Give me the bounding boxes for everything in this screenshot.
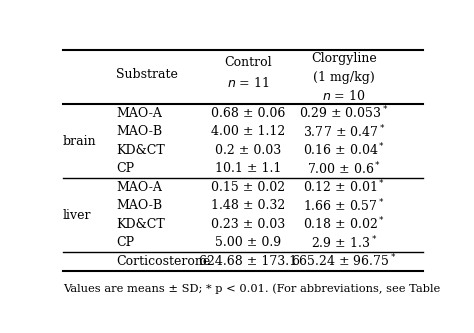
Text: 3.77 ± 0.47$^*$: 3.77 ± 0.47$^*$ bbox=[303, 124, 385, 140]
Text: MAO-B: MAO-B bbox=[116, 125, 162, 138]
Text: 4.00 ± 1.12: 4.00 ± 1.12 bbox=[211, 125, 285, 138]
Text: 624.68 ± 173.1: 624.68 ± 173.1 bbox=[200, 255, 298, 268]
Text: 0.68 ± 0.06: 0.68 ± 0.06 bbox=[211, 107, 286, 120]
Text: 1.48 ± 0.32: 1.48 ± 0.32 bbox=[211, 199, 285, 212]
Text: Values are means ± SD; * p < 0.01. (For abbreviations, see Table: Values are means ± SD; * p < 0.01. (For … bbox=[63, 283, 440, 294]
Text: 665.24 ± 96.75$^*$: 665.24 ± 96.75$^*$ bbox=[292, 253, 397, 270]
Text: Substrate: Substrate bbox=[116, 68, 178, 81]
Text: KD&CT: KD&CT bbox=[116, 144, 165, 157]
Text: 10.1 ± 1.1: 10.1 ± 1.1 bbox=[215, 163, 282, 175]
Text: Corticosterone: Corticosterone bbox=[116, 255, 210, 268]
Text: 2.9 ± 1.3$^*$: 2.9 ± 1.3$^*$ bbox=[311, 235, 377, 251]
Text: MAO-A: MAO-A bbox=[116, 107, 162, 120]
Text: CP: CP bbox=[116, 163, 134, 175]
Text: 0.15 ± 0.02: 0.15 ± 0.02 bbox=[211, 181, 285, 194]
Text: $n$ = 11: $n$ = 11 bbox=[227, 76, 270, 90]
Text: 0.2 ± 0.03: 0.2 ± 0.03 bbox=[215, 144, 282, 157]
Text: 5.00 ± 0.9: 5.00 ± 0.9 bbox=[215, 236, 282, 249]
Text: 0.18 ± 0.02$^*$: 0.18 ± 0.02$^*$ bbox=[303, 216, 385, 233]
Text: $n$ = 10: $n$ = 10 bbox=[322, 89, 365, 103]
Text: Control: Control bbox=[225, 56, 272, 69]
Text: Clorgyline: Clorgyline bbox=[311, 52, 377, 65]
Text: 1.66 ± 0.57$^*$: 1.66 ± 0.57$^*$ bbox=[303, 197, 385, 214]
Text: CP: CP bbox=[116, 236, 134, 249]
Text: 0.29 ± 0.053$^*$: 0.29 ± 0.053$^*$ bbox=[299, 105, 389, 122]
Text: MAO-A: MAO-A bbox=[116, 181, 162, 194]
Text: 0.23 ± 0.03: 0.23 ± 0.03 bbox=[211, 218, 285, 231]
Text: liver: liver bbox=[63, 209, 91, 222]
Text: 7.00 ± 0.6$^*$: 7.00 ± 0.6$^*$ bbox=[307, 161, 381, 177]
Text: brain: brain bbox=[63, 135, 97, 148]
Text: MAO-B: MAO-B bbox=[116, 199, 162, 212]
Text: (1 mg/kg): (1 mg/kg) bbox=[313, 71, 375, 84]
Text: 0.12 ± 0.01$^*$: 0.12 ± 0.01$^*$ bbox=[303, 179, 385, 196]
Text: 0.16 ± 0.04$^*$: 0.16 ± 0.04$^*$ bbox=[303, 142, 385, 159]
Text: KD&CT: KD&CT bbox=[116, 218, 165, 231]
